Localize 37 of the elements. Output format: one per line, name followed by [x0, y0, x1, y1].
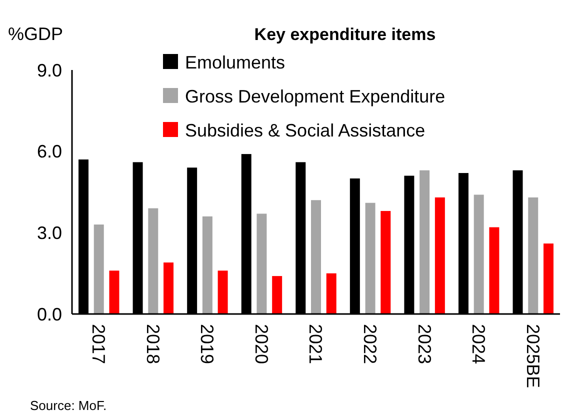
x-tick-label: 2017 — [88, 324, 109, 364]
x-tick-label: 2018 — [142, 324, 163, 364]
bar — [148, 208, 158, 314]
y-tick-label: 6.0 — [36, 142, 62, 162]
bar — [94, 224, 104, 314]
bar — [528, 197, 538, 314]
bar — [272, 276, 282, 314]
bar — [380, 210, 391, 314]
bar — [474, 194, 484, 314]
x-tick-label: 2023 — [414, 324, 434, 364]
bar — [109, 270, 120, 314]
y-tick-label: 3.0 — [36, 222, 62, 243]
bar — [434, 197, 445, 314]
x-tick-label: 2022 — [360, 324, 380, 364]
x-tick-label: 2021 — [306, 324, 326, 364]
bar — [202, 216, 212, 314]
legend-label: Subsidies & Social Assistance — [185, 120, 426, 140]
y-axis-title: %GDP — [8, 24, 64, 44]
bar — [365, 202, 376, 314]
x-tick-label: 2019 — [197, 324, 218, 364]
chart-title: Key expenditure items — [254, 25, 436, 44]
bar — [544, 244, 554, 314]
bar — [218, 270, 228, 314]
bar — [256, 214, 267, 314]
x-tick-label: 2024 — [468, 324, 489, 364]
bar — [164, 262, 174, 314]
y-tick-label: 0.0 — [36, 304, 62, 324]
bar — [311, 200, 321, 314]
source-note: Source: MoF. — [30, 398, 107, 413]
bar — [420, 170, 430, 314]
bar — [326, 273, 336, 314]
bar — [489, 227, 500, 314]
x-tick-label: 2020 — [251, 324, 272, 364]
legend-label: Emoluments — [185, 52, 286, 72]
y-tick-label: 9.0 — [36, 60, 62, 80]
x-tick-label: 2025BE — [522, 324, 543, 388]
legend-label: Gross Development Expenditure — [185, 86, 446, 106]
